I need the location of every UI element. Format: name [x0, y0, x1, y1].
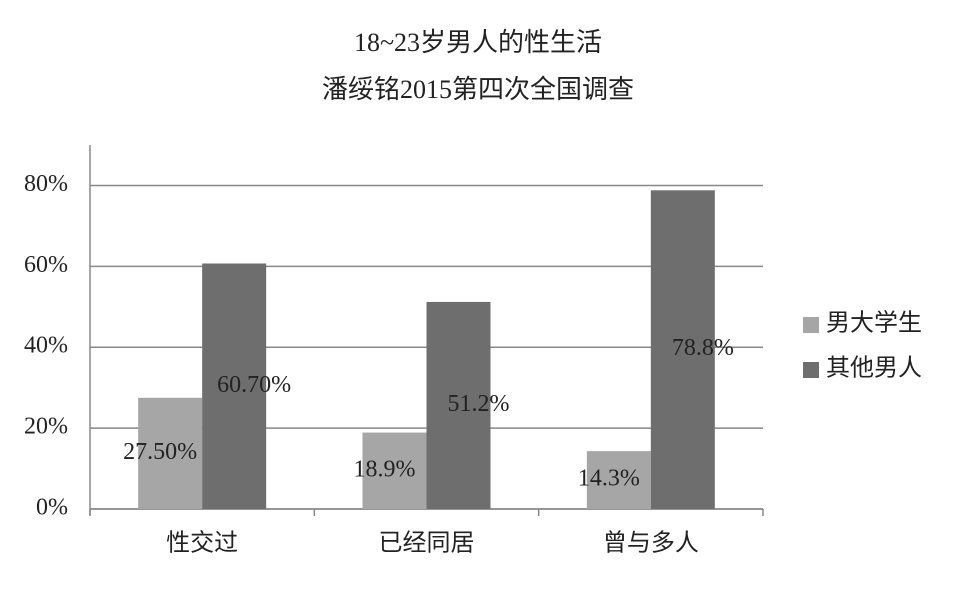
x-tick-label: 性交过 — [166, 530, 238, 557]
chart-title: 18~23岁男人的性生活 — [354, 28, 602, 57]
value-label: 14.3% — [578, 466, 640, 492]
y-tick-label: 60% — [24, 252, 68, 278]
value-label: 78.8% — [672, 335, 734, 361]
legend-swatch — [803, 317, 819, 333]
legend-swatch — [803, 362, 819, 378]
value-label: 60.70% — [217, 372, 291, 398]
bar — [202, 263, 267, 509]
bar — [586, 451, 651, 509]
x-tick-label: 曾与多人 — [603, 530, 699, 557]
y-tick-label: 80% — [24, 171, 68, 197]
bar — [362, 432, 427, 509]
legend-label: 其他男人 — [826, 355, 922, 382]
y-tick-label: 20% — [24, 414, 68, 440]
bar — [426, 301, 491, 509]
value-label: 51.2% — [448, 391, 510, 417]
bar — [138, 397, 203, 509]
chart-subtitle: 潘绥铭2015第四次全国调查 — [322, 75, 634, 104]
legend-label: 男大学生 — [826, 310, 922, 337]
y-tick-label: 40% — [24, 333, 68, 359]
value-label: 27.50% — [123, 439, 197, 465]
x-tick-label: 已经同居 — [379, 530, 475, 557]
bar — [650, 190, 715, 509]
value-label: 18.9% — [354, 456, 416, 482]
y-tick-label: 0% — [36, 495, 68, 521]
